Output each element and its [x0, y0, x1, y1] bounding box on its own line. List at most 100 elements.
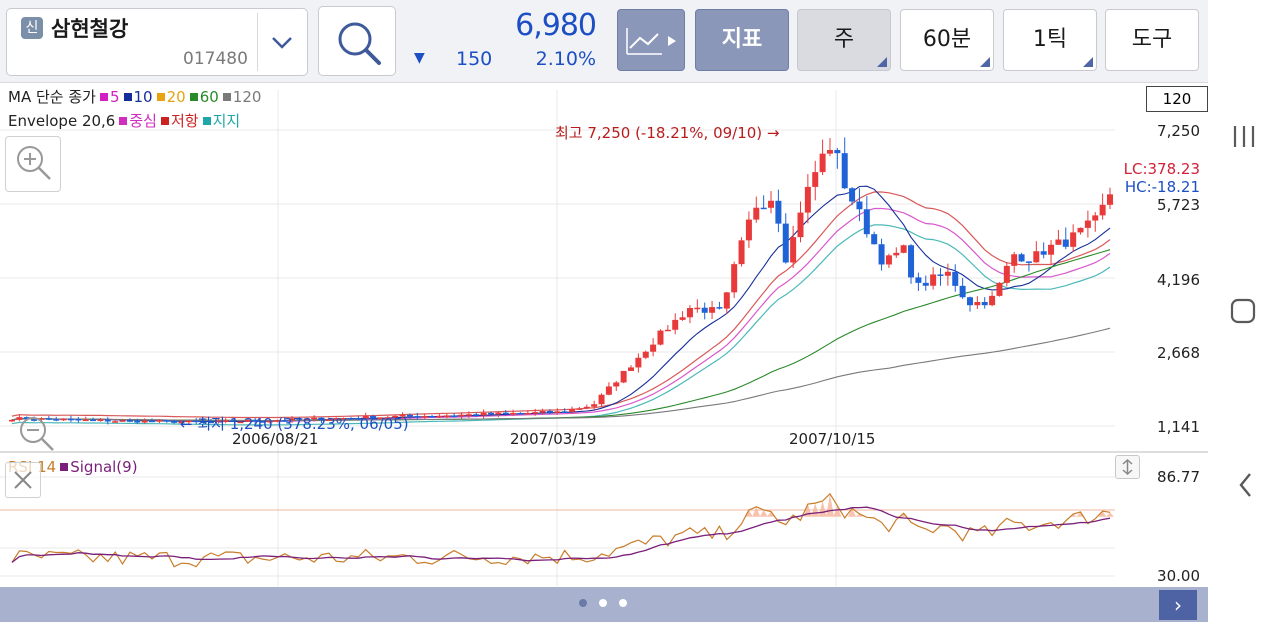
ma-label: MA 단순 종가	[8, 88, 96, 106]
search-button[interactable]	[318, 6, 396, 76]
candle-body	[451, 415, 458, 417]
candle-body	[325, 419, 332, 421]
stock-dropdown-button[interactable]	[257, 13, 306, 71]
candle-body	[826, 150, 833, 154]
candle-body	[878, 244, 885, 265]
price-change-pct: 2.10%	[535, 48, 596, 70]
candle-body	[244, 419, 251, 422]
price-change: 150	[456, 48, 493, 70]
candle-body	[628, 367, 635, 371]
close-indicator-button[interactable]	[5, 462, 41, 498]
candle-body	[252, 419, 259, 422]
page-dot[interactable]	[599, 599, 607, 607]
rsi-line	[11, 492, 1111, 568]
minutes-button[interactable]: 60분	[900, 9, 994, 71]
stock-selector[interactable]: 신 삼현철강 017480	[6, 8, 308, 76]
candle-body	[790, 237, 797, 263]
resize-handle[interactable]	[1115, 455, 1140, 479]
candle-body	[819, 153, 826, 173]
candle-body	[406, 414, 413, 417]
candle-body	[112, 421, 119, 423]
signal-swatch	[60, 463, 69, 471]
candle-body	[524, 412, 531, 415]
change-down-icon: ▼	[414, 50, 425, 66]
page-dot[interactable]	[579, 599, 587, 607]
tools-button[interactable]: 도구	[1105, 9, 1199, 71]
zoom-out-icon	[20, 417, 54, 451]
next-page-button[interactable]: ›	[1159, 590, 1197, 620]
candle-body	[53, 419, 60, 421]
candle-body	[583, 406, 590, 409]
candle-body	[686, 308, 693, 318]
candle-body	[782, 223, 789, 263]
zoom-out-button[interactable]	[5, 408, 59, 452]
signal-label: Signal(9)	[70, 458, 138, 476]
candle-body	[768, 200, 775, 208]
candle-body	[1040, 251, 1047, 255]
candle-body	[937, 274, 944, 276]
period-button[interactable]: 주	[797, 9, 891, 71]
recent-apps-icon[interactable]	[1233, 126, 1255, 147]
candle-body	[900, 245, 907, 253]
candle-body	[23, 417, 30, 420]
ma20-swatch	[156, 93, 165, 101]
candle-body	[576, 408, 583, 410]
candle-body	[546, 410, 553, 413]
lc-label: LC:378.23	[1123, 160, 1200, 178]
high-annotation: 최고 7,250 (-18.21%, 09/10) →	[555, 124, 780, 142]
candle-body	[126, 420, 133, 422]
candle-body	[694, 307, 701, 310]
candle-body	[650, 344, 657, 352]
current-price: 6,980	[515, 8, 597, 43]
candle-body	[664, 329, 671, 332]
candle-body	[67, 418, 74, 421]
candle-body	[429, 416, 436, 418]
hc-label: HC:-18.21	[1124, 178, 1200, 196]
candle-body	[60, 418, 67, 421]
candle-body	[996, 282, 1003, 296]
candle-body	[119, 420, 126, 422]
rsi-tick: 86.77	[1157, 468, 1200, 486]
page-dot[interactable]	[619, 599, 627, 607]
candle-body	[716, 307, 723, 309]
home-icon[interactable]	[1230, 298, 1256, 324]
candle-body	[812, 172, 819, 187]
corner-triangle-icon	[877, 57, 887, 67]
indicator-button[interactable]: 지표	[695, 9, 789, 71]
ma5-label: 5	[109, 88, 120, 106]
rsi-overbought-area	[744, 493, 1114, 517]
candle-body	[436, 415, 443, 418]
candle-body	[620, 370, 627, 383]
corner-triangle-icon	[980, 57, 990, 67]
candle-body	[605, 386, 612, 395]
candle-body	[1092, 215, 1099, 221]
candle-body	[141, 420, 148, 423]
candle-body	[104, 419, 111, 422]
ma-legend: MA 단순 종가 5 10 20 60 120	[8, 86, 261, 107]
chart-type-button[interactable]	[617, 9, 685, 71]
line-chart-icon	[626, 28, 676, 55]
back-icon[interactable]	[1239, 473, 1251, 497]
env-support-swatch	[202, 117, 211, 125]
candle-body	[97, 419, 104, 422]
corner-triangle-icon	[1083, 57, 1093, 67]
candle-body	[915, 277, 922, 283]
period-count-box[interactable]: 120	[1146, 86, 1208, 112]
candle-body	[930, 274, 937, 286]
candle-body	[1055, 239, 1062, 245]
candle-body	[347, 418, 354, 420]
envelope-center-line	[11, 207, 1111, 422]
price-chart[interactable]	[0, 82, 1208, 587]
stock-name: 삼현철강	[51, 17, 129, 41]
ma120-line	[11, 327, 1111, 422]
tick-button[interactable]: 1틱	[1003, 9, 1097, 71]
candle-body	[1025, 261, 1032, 263]
candle-body	[399, 414, 406, 417]
ma120-swatch	[222, 93, 231, 101]
candle-body	[981, 302, 988, 306]
zoom-in-button[interactable]	[5, 136, 61, 192]
candle-body	[598, 394, 605, 405]
candle-body	[834, 150, 841, 154]
candle-body	[45, 418, 52, 420]
candle-body	[561, 411, 568, 413]
